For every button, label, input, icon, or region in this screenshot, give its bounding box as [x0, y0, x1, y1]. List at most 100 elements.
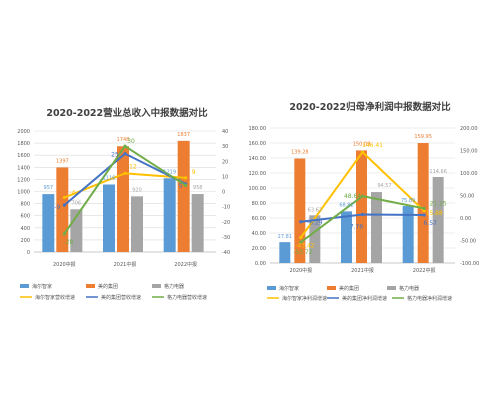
legend-label: 海尔智家营收增速 — [35, 294, 75, 301]
legend-label: 美的集团 — [98, 283, 118, 290]
bar-2-1 — [56, 167, 69, 252]
right-axis-tick-label: 50.00 — [460, 194, 474, 200]
legend-label: 美的集团 — [339, 285, 359, 292]
left-axis-tick-label: 180.00 — [249, 126, 267, 132]
data-label: 1219 — [163, 169, 176, 175]
data-label: 15.88 — [426, 210, 443, 217]
data-label: 958 — [193, 185, 203, 191]
line-point-4-1 — [299, 235, 303, 240]
line-point-5-1 — [62, 203, 66, 207]
right-axis-tick-label: 100.00 — [460, 171, 478, 177]
right-axis-tick-label: 150.00 — [460, 149, 478, 155]
data-label: 12 — [129, 163, 137, 170]
bar-1-2 — [103, 184, 115, 252]
chart-title: 2020-2022营业总收入中报数据对比 — [46, 107, 208, 119]
chart-panel-1: 2020-2022营业总收入中报数据对比02004006008001000120… — [17, 107, 230, 301]
data-label: -4 — [69, 190, 75, 197]
left-axis-tick-label: 800 — [20, 202, 30, 208]
data-label: 68.82 — [339, 202, 353, 208]
data-label: 139.28 — [291, 150, 309, 156]
category-label: 2021中报 — [351, 267, 374, 274]
legend-label: 格力电器营收增速 — [167, 294, 207, 301]
data-label: 706 — [72, 200, 82, 206]
bar-2-3 — [417, 143, 429, 263]
data-label: -28 — [63, 239, 73, 246]
bar-2-2 — [356, 150, 367, 263]
left-axis-tick-label: 600 — [20, 214, 30, 220]
legend-label: 海尔智家 — [279, 285, 299, 292]
data-label: 1837 — [177, 132, 190, 138]
bar-2-3 — [177, 140, 190, 252]
data-label: 1397 — [56, 158, 69, 164]
legend-label: 海尔智家 — [32, 283, 52, 290]
left-axis-tick-label: 80.00 — [252, 201, 266, 207]
left-axis-tick-label: 0.00 — [255, 261, 266, 267]
data-label: 146.41 — [362, 142, 383, 149]
right-axis-tick-label: 30 — [222, 144, 228, 150]
legend-swatch — [152, 284, 161, 288]
left-axis-tick-label: 140.00 — [249, 156, 267, 162]
left-axis-tick-label: 160.00 — [249, 141, 267, 147]
line-point-6-3 — [422, 206, 426, 211]
data-label: -8.29 — [307, 220, 323, 227]
legend-swatch — [267, 286, 276, 290]
right-axis-tick-label: 40 — [222, 129, 228, 135]
data-label: 48.64 — [344, 193, 361, 200]
data-label: 63.62 — [308, 207, 322, 213]
legend-swatch — [327, 286, 336, 290]
bar-1-1 — [279, 242, 291, 263]
line-point-5-1 — [299, 220, 303, 224]
data-label: 114.66 — [429, 169, 447, 175]
category-label: 2020中报 — [53, 261, 76, 268]
left-axis-tick-label: 100.00 — [249, 186, 267, 192]
data-label: 150.09 — [353, 141, 371, 147]
right-axis-tick-label: -40 — [222, 250, 230, 256]
left-axis-tick-label: 0 — [27, 250, 30, 256]
bar-3-2 — [371, 192, 382, 263]
category-label: 2021中报 — [114, 261, 137, 268]
right-axis-tick-label: 0 — [222, 190, 225, 196]
data-label: 920 — [132, 187, 142, 193]
line-point-4-1 — [62, 195, 66, 200]
legend-label: 格力电器 — [399, 285, 419, 292]
left-axis-tick-label: 1000 — [17, 190, 30, 196]
left-axis-tick-label: 1200 — [17, 177, 30, 183]
data-label: 21.25 — [430, 200, 447, 207]
data-label: -53.72 — [293, 249, 313, 256]
left-axis-tick-label: 400 — [20, 226, 30, 232]
left-axis-tick-label: 1400 — [17, 165, 30, 171]
legend-label: 格力电器净利润增速 — [407, 295, 452, 302]
right-axis-tick-label: -20 — [222, 220, 230, 226]
data-label: 5 — [179, 183, 183, 190]
line-point-6-2 — [123, 144, 127, 148]
legend-swatch — [20, 284, 29, 288]
right-axis-tick-label: -10 — [222, 205, 230, 211]
legend-label: 格力电器 — [164, 283, 184, 290]
data-label: 957 — [44, 185, 54, 191]
left-axis-tick-label: 20.00 — [252, 246, 266, 252]
left-axis-tick-label: 2000 — [17, 129, 30, 135]
data-label: -43.42 — [295, 243, 315, 250]
legend-label: 美的集团净利润增速 — [342, 295, 387, 302]
bar-3-3 — [432, 177, 444, 263]
right-axis-tick-label: 0.00 — [460, 216, 471, 222]
bar-1-3 — [402, 206, 414, 263]
line-point-4-2 — [360, 150, 365, 154]
left-axis-tick-label: 200 — [20, 238, 30, 244]
line-point-4-2 — [123, 171, 127, 175]
data-label: -9 — [54, 204, 60, 211]
left-axis-tick-label: 120.00 — [249, 171, 267, 177]
data-label: 9 — [192, 169, 196, 176]
bar-3-2 — [131, 196, 143, 252]
category-label: 2022中报 — [174, 261, 197, 268]
data-label: 25 — [111, 152, 119, 159]
right-axis-tick-label: 20 — [222, 159, 228, 165]
data-label: 1748 — [117, 137, 130, 143]
line-point-6-1 — [299, 240, 303, 244]
data-label: 94.57 — [377, 183, 391, 189]
line-point-5-3 — [422, 213, 426, 217]
right-axis-tick-label: 10 — [222, 174, 228, 180]
right-axis-tick-label: -100.00 — [460, 261, 479, 267]
right-axis-tick-label: 200.00 — [460, 126, 478, 132]
